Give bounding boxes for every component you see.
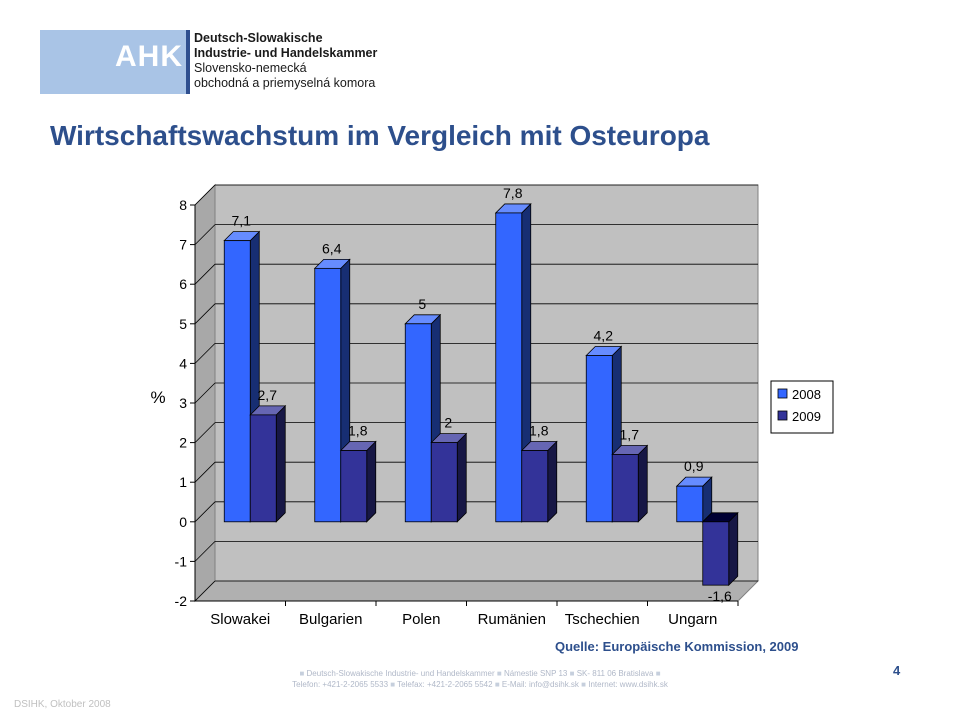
- y-tick-label: 1: [179, 474, 187, 490]
- logo-line-2: Industrie- und Handelskammer: [194, 46, 378, 60]
- bar-side-2009: [728, 511, 739, 587]
- logo-line-3: Slovensko-nemecká: [194, 61, 307, 75]
- gridline-diagonal: [194, 501, 216, 523]
- logo-line-1: Deutsch-Slowakische: [194, 31, 323, 45]
- gridline-diagonal: [194, 184, 216, 206]
- footer-web: Internet: www.dsihk.sk: [588, 680, 668, 689]
- x-tick-label: Rumänien: [478, 611, 546, 628]
- bar-2009: [702, 521, 730, 586]
- bar-2008: [223, 240, 251, 523]
- logo-ahk-text: AHK: [115, 40, 183, 73]
- y-tick-label: 5: [179, 316, 187, 332]
- data-label-2008: 7,1: [232, 213, 252, 229]
- data-label-2009: -1,6: [708, 588, 732, 604]
- bar-2009: [521, 450, 549, 523]
- bar-side-2009: [275, 404, 286, 523]
- bar-side-2009: [456, 432, 467, 523]
- footer-line-1: ■ Deutsch-Slowakische Industrie- und Han…: [299, 669, 661, 678]
- x-tick-label: Polen: [402, 611, 440, 628]
- y-tick-label: 6: [179, 276, 187, 292]
- data-label-2009: 1,8: [529, 423, 549, 439]
- y-tick-label: 7: [179, 237, 187, 253]
- legend-label-2009: 2009: [792, 409, 821, 424]
- legend-swatch-2008: [777, 388, 788, 399]
- y-tick-label: -1: [175, 553, 188, 569]
- footer-fax: Telefax: +421-2-2065 5542: [397, 680, 493, 689]
- data-label-2009: 2: [444, 415, 452, 431]
- data-label-2008: 4,2: [594, 327, 614, 343]
- gridline-diagonal: [194, 541, 216, 562]
- bar-2009: [340, 450, 368, 523]
- data-label-2009: 1,8: [348, 423, 368, 439]
- gridline-diagonal: [194, 224, 216, 245]
- x-tick-label: Ungarn: [668, 611, 717, 628]
- footer-contact: ■ Deutsch-Slowakische Industrie- und Han…: [210, 668, 750, 690]
- footer-address: Námestie SNP 13: [503, 669, 568, 678]
- data-label-2009: 2,7: [258, 387, 278, 403]
- x-tick-label: Tschechien: [565, 611, 640, 628]
- y-tick-label: 0: [179, 514, 187, 530]
- logo-line-4: obchodná a priemyselná komora: [194, 76, 376, 90]
- logo-box: AHK: [40, 30, 186, 94]
- bar-2009: [611, 454, 639, 523]
- data-label-2008: 5: [418, 296, 426, 312]
- gridline-diagonal: [194, 461, 216, 483]
- footer-city: SK- 811 06 Bratislava: [576, 669, 654, 678]
- bar-2008: [495, 212, 523, 523]
- footer-phone: Telefon: +421-2-2065 5533: [292, 680, 389, 689]
- x-tick-label: Slowakei: [210, 611, 270, 628]
- slide-title: Wirtschaftswachstum im Vergleich mit Ost…: [50, 120, 710, 151]
- ahk-logo: AHK Deutsch-Slowakische Industrie- und H…: [40, 30, 377, 94]
- y-tick-label: 2: [179, 435, 187, 451]
- gridline-diagonal: [194, 263, 216, 285]
- footer-email: E-Mail: info@dsihk.sk: [501, 680, 579, 689]
- bar-side-2009: [366, 440, 377, 523]
- data-label-2008: 0,9: [684, 458, 704, 474]
- bar-2008: [404, 323, 432, 523]
- y-tick-label: 3: [179, 395, 187, 411]
- gridline-diagonal: [194, 422, 216, 443]
- y-tick-label: -2: [175, 593, 188, 609]
- data-label-2008: 7,8: [503, 185, 523, 201]
- footer-chamber: Deutsch-Slowakische Industrie- und Hande…: [306, 669, 495, 678]
- y-tick-label: 8: [179, 197, 187, 213]
- data-label-2008: 6,4: [322, 240, 342, 256]
- bar-side-2009: [637, 444, 648, 523]
- floor: [193, 580, 760, 602]
- gridline-diagonal: [194, 580, 216, 602]
- bar-2009: [249, 414, 277, 523]
- logo-chamber-name: Deutsch-Slowakische Industrie- und Hande…: [194, 31, 377, 91]
- bar-side-2009: [547, 440, 558, 523]
- source-note: Quelle: Europäische Kommission, 2009: [555, 639, 799, 654]
- gridline-diagonal: [194, 343, 216, 364]
- data-label-2009: 1,7: [620, 426, 640, 442]
- bar-2009: [430, 442, 458, 523]
- x-tick-label: Bulgarien: [299, 611, 362, 628]
- bar-2008: [585, 355, 613, 523]
- bar-2008: [676, 485, 704, 523]
- date-note: DSIHK, Oktober 2008: [14, 699, 111, 710]
- legend-swatch-2009: [777, 410, 788, 421]
- bar-2008: [314, 267, 342, 523]
- legend-label-2008: 2008: [792, 387, 821, 402]
- footer-line-2: Telefon: +421-2-2065 5533 ■ Telefax: +42…: [292, 680, 668, 689]
- y-axis-label: %: [150, 388, 165, 407]
- y-tick-label: 4: [179, 355, 187, 371]
- gridline-diagonal: [194, 303, 216, 325]
- page-number: 4: [893, 663, 901, 678]
- logo-divider: [186, 30, 190, 94]
- gridline-diagonal: [194, 382, 216, 404]
